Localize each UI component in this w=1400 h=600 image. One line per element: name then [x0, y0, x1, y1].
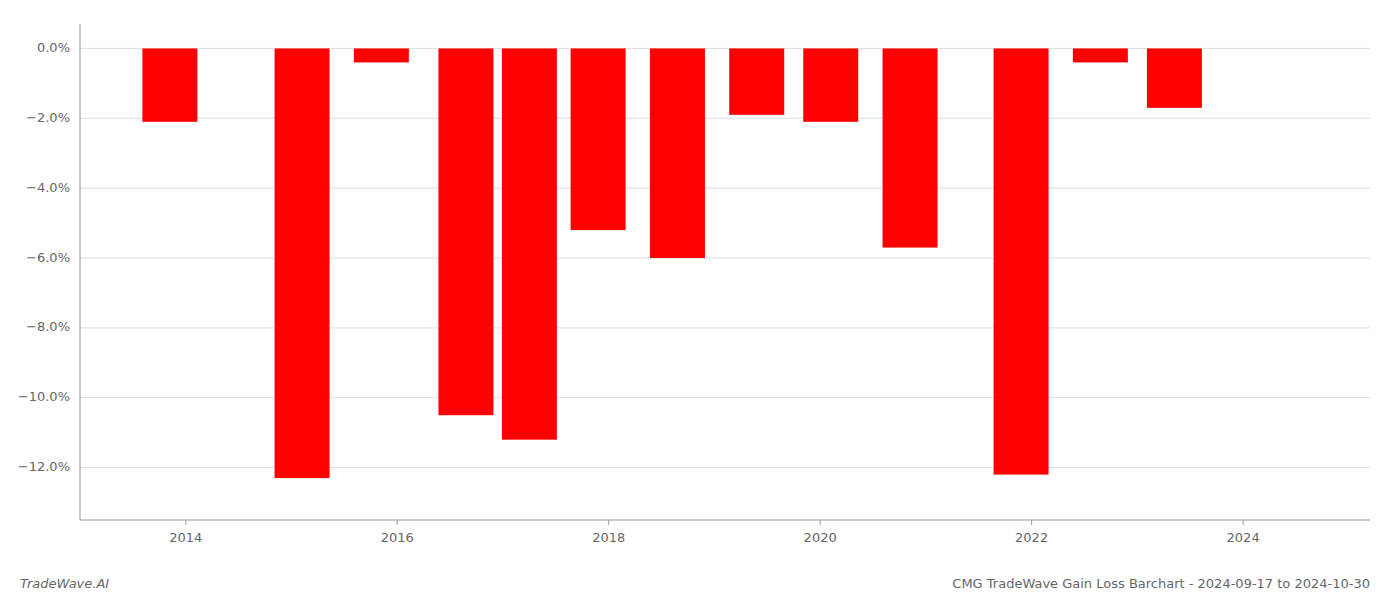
bar: [803, 48, 858, 121]
y-tick-label: −6.0%: [26, 250, 70, 265]
x-tick: [1031, 520, 1032, 525]
x-tick-label: 2024: [1227, 530, 1260, 545]
x-tick-label: 2014: [169, 530, 202, 545]
y-tick-label: −2.0%: [26, 110, 70, 125]
bar: [275, 48, 330, 478]
watermark: TradeWave.AI: [20, 576, 109, 591]
bar: [650, 48, 705, 258]
grid-line: [80, 258, 1370, 259]
y-axis-line: [80, 24, 81, 520]
y-tick-label: −8.0%: [26, 319, 70, 334]
title: CMG TradeWave Gain Loss Barchart - 2024-…: [952, 576, 1370, 591]
x-tick: [185, 520, 186, 525]
bars: [142, 48, 1201, 478]
bar: [883, 48, 938, 247]
axes: [80, 24, 1370, 520]
chart-svg: 0.0% −2.0% −4.0% −6.0% −8.0% −10.0% −12.0% 2014…: [0, 0, 1400, 600]
x-tick: [397, 520, 398, 525]
grid-line: [80, 397, 1370, 398]
x-tick-label: 2022: [1015, 530, 1048, 545]
y-tick-label: −10.0%: [18, 389, 70, 404]
x-axis-line: [80, 520, 1370, 521]
x-ticks: 2014 2016 2018 2020 2022 2024: [169, 520, 1259, 545]
bar: [1073, 48, 1128, 62]
bar: [502, 48, 557, 439]
grid-line: [80, 188, 1370, 189]
grid-line: [80, 467, 1370, 468]
bar: [729, 48, 784, 114]
x-tick: [1243, 520, 1244, 525]
y-tick-label: −4.0%: [26, 180, 70, 195]
bar: [1147, 48, 1202, 107]
bar: [994, 48, 1049, 474]
y-tick-label: −12.0%: [18, 459, 70, 474]
x-tick-label: 2016: [381, 530, 414, 545]
grid-line: [80, 327, 1370, 328]
grid-line: [80, 118, 1370, 119]
x-tick-label: 2018: [592, 530, 625, 545]
background: [0, 0, 1400, 600]
bar: [571, 48, 626, 230]
bar: [142, 48, 197, 121]
y-tick-label: 0.0%: [37, 40, 70, 55]
x-tick-label: 2020: [804, 530, 837, 545]
bar: [354, 48, 409, 62]
x-tick: [608, 520, 609, 525]
bar: [438, 48, 493, 415]
x-tick: [820, 520, 821, 525]
y-tick-labels: 0.0% −2.0% −4.0% −6.0% −8.0% −10.0% −12.0%: [18, 40, 70, 474]
y-grid: [80, 48, 1370, 467]
chart-container: 0.0% −2.0% −4.0% −6.0% −8.0% −10.0% −12.0% 2014…: [0, 0, 1400, 600]
